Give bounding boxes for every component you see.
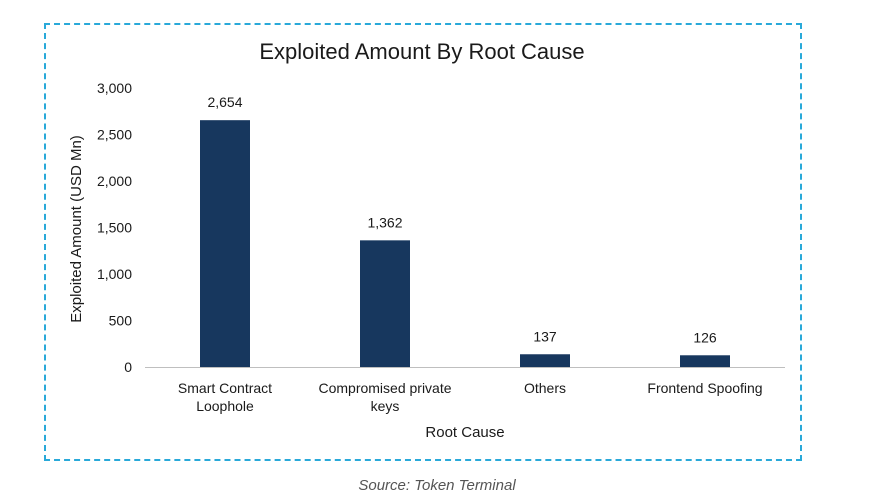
y-tick-label: 1,500 (97, 220, 132, 236)
data-label: 126 (693, 329, 717, 345)
y-tick-label: 2,000 (97, 173, 132, 189)
y-tick-label: 0 (124, 359, 132, 375)
x-tick-label: Loophole (196, 398, 254, 414)
y-tick-label: 1,000 (97, 266, 132, 282)
bar (520, 354, 570, 367)
bar (360, 240, 410, 367)
chart-frame (44, 23, 802, 461)
y-axis-ticks: 0 500 1,000 1,500 2,000 2,500 3,000 (97, 80, 132, 375)
y-tick-label: 500 (109, 313, 133, 329)
data-label: 2,654 (207, 94, 242, 110)
bar-chart: Exploited Amount By Root Cause Exploited… (68, 39, 785, 441)
chart-title: Exploited Amount By Root Cause (259, 39, 584, 64)
x-axis-label: Root Cause (425, 424, 504, 441)
x-tick-label: keys (371, 398, 400, 414)
data-label: 1,362 (367, 214, 402, 230)
data-labels: 2,654 1,362 137 126 (207, 94, 716, 345)
bar (200, 120, 250, 367)
x-tick-label: Smart Contract (178, 380, 272, 396)
x-axis-ticks: Smart Contract Loophole Compromised privat… (178, 380, 763, 414)
x-tick-label: Frontend Spoofing (647, 380, 762, 396)
x-tick-label: Compromised private (318, 380, 451, 396)
bars (200, 120, 730, 367)
data-label: 137 (533, 328, 557, 344)
bar (680, 355, 730, 367)
x-tick-label: Others (524, 380, 566, 396)
source-caption: Source: Token Terminal (358, 477, 516, 494)
y-tick-label: 3,000 (97, 80, 132, 96)
y-tick-label: 2,500 (97, 127, 132, 143)
y-axis-label: Exploited Amount (USD Mn) (68, 135, 85, 323)
